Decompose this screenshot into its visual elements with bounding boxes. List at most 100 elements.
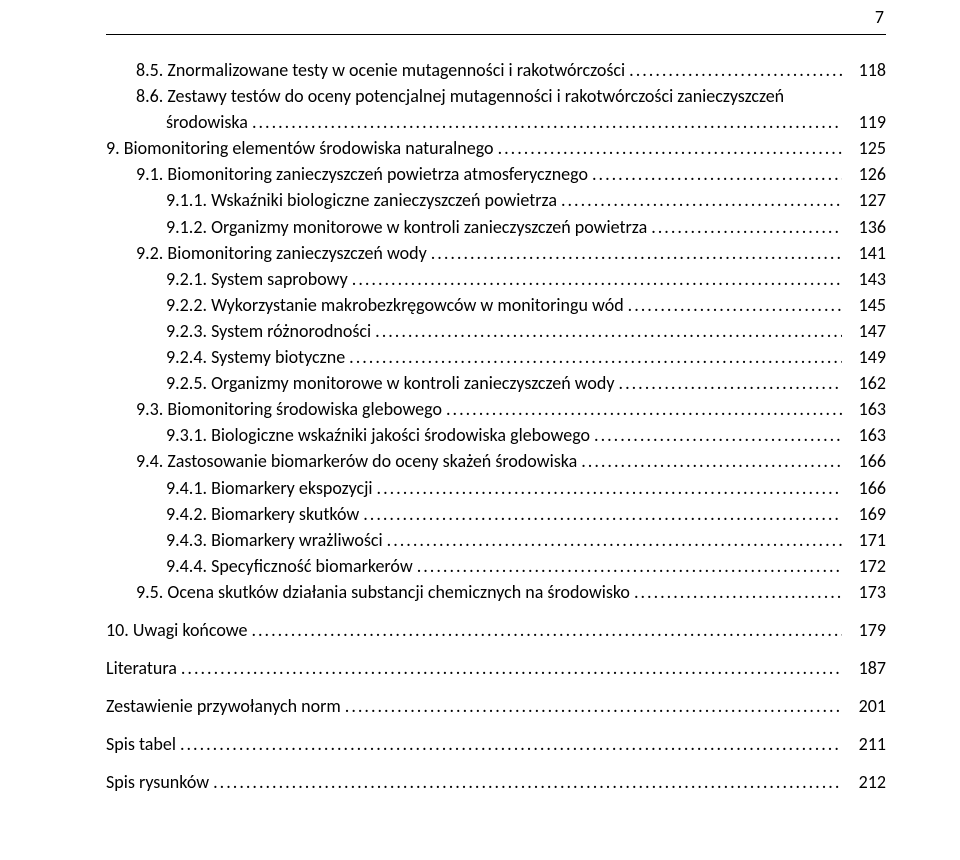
toc-entry-page: 163 — [846, 422, 886, 448]
document-page: 7 8.5. Znormalizowane testy w ocenie mut… — [0, 0, 960, 795]
section-gap — [106, 719, 886, 731]
toc-entry: 9.4.2. Biomarkery skutków 169 — [106, 501, 886, 527]
toc-entry-label: 9.4.4. Specyficzność biomarkerów — [106, 553, 413, 579]
leader-dots — [213, 769, 842, 795]
toc-entry-page: 127 — [846, 187, 886, 213]
toc-entry-page: 136 — [846, 214, 886, 240]
toc-entry-page: 187 — [846, 655, 886, 681]
leader-dots — [363, 501, 842, 527]
leader-dots — [180, 731, 842, 757]
leader-dots — [594, 422, 842, 448]
toc-entry-page: 171 — [846, 527, 886, 553]
toc-entry: 9.5. Ocena skutków działania substancji … — [106, 579, 886, 605]
toc-entry-label: 10. Uwagi końcowe — [106, 617, 247, 643]
toc-entry-page: 169 — [846, 501, 886, 527]
leader-dots — [628, 292, 842, 318]
section-gap — [106, 605, 886, 617]
toc-entry: 9.1.1. Wskaźniki biologiczne zanieczyszc… — [106, 187, 886, 213]
leader-dots — [417, 553, 842, 579]
toc-entry-page: 126 — [846, 161, 886, 187]
toc-entry-page: 125 — [846, 135, 886, 161]
toc-entry: 9.4.4. Specyficzność biomarkerów 172 — [106, 553, 886, 579]
leader-dots — [592, 161, 842, 187]
toc-entry: 9.3. Biomonitoring środowiska glebowego 1… — [106, 396, 886, 422]
header-rule — [106, 34, 886, 35]
toc-entry: 9.3.1. Biologiczne wskaźniki jakości śro… — [106, 422, 886, 448]
toc-entry-page: 149 — [846, 344, 886, 370]
page-number: 7 — [875, 6, 884, 28]
leader-dots — [431, 240, 842, 266]
toc-entry: 8.5. Znormalizowane testy w ocenie mutag… — [106, 57, 886, 83]
toc-entry: 9.2.5. Organizmy monitorowe w kontroli z… — [106, 370, 886, 396]
leader-dots — [629, 57, 842, 83]
toc-entry: 9.4.1. Biomarkery ekspozycji166 — [106, 475, 886, 501]
toc-entry-label: Spis rysunków — [106, 769, 209, 795]
toc-entry-page: 119 — [846, 109, 886, 135]
toc-entry: 9. Biomonitoring elementów środowiska na… — [106, 135, 886, 161]
toc-entry-page: 147 — [846, 318, 886, 344]
toc-entry: 9.2.1. System saprobowy143 — [106, 266, 886, 292]
section-gap — [106, 757, 886, 769]
toc-entry-page: 212 — [846, 769, 886, 795]
toc-entry: 9.2. Biomonitoring zanieczyszczeń wody 14… — [106, 240, 886, 266]
leader-dots — [251, 617, 842, 643]
section-gap — [106, 643, 886, 655]
toc-entry: 9.2.3. System różnorodności 147 — [106, 318, 886, 344]
toc-entry-page: 172 — [846, 553, 886, 579]
leader-dots — [345, 693, 842, 719]
leader-dots — [651, 214, 842, 240]
leader-dots — [352, 266, 842, 292]
leader-dots — [498, 135, 842, 161]
toc-entry-label: 9.4.2. Biomarkery skutków — [106, 501, 359, 527]
toc-entry-label: 9.4.3. Biomarkery wrażliwości — [106, 527, 383, 553]
toc-entry-label: 9.2.3. System różnorodności — [106, 318, 371, 344]
section-gap — [106, 681, 886, 693]
leader-dots — [349, 344, 842, 370]
toc-entry-label: 9.5. Ocena skutków działania substancji … — [106, 579, 630, 605]
toc-entry-label: 9.2.4. Systemy biotyczne — [106, 344, 345, 370]
toc-entry: 9.4.3. Biomarkery wrażliwości 171 — [106, 527, 886, 553]
toc-entry-page: 163 — [846, 396, 886, 422]
leader-dots — [581, 448, 842, 474]
toc-entry: Literatura 187 — [106, 655, 886, 681]
toc-entry-label: 9.4. Zastosowanie biomarkerów do oceny s… — [106, 448, 577, 474]
toc-entry-label: 9.3.1. Biologiczne wskaźniki jakości śro… — [106, 422, 590, 448]
toc-entry-page: 162 — [846, 370, 886, 396]
toc-entry-label: 8.5. Znormalizowane testy w ocenie mutag… — [106, 57, 625, 83]
toc-entry-page: 118 — [846, 57, 886, 83]
toc-entry: 9.2.4. Systemy biotyczne 149 — [106, 344, 886, 370]
toc-entry-label: Literatura — [106, 655, 177, 681]
leader-dots — [619, 370, 842, 396]
toc-entry: 9.1.2. Organizmy monitorowe w kontroli z… — [106, 214, 886, 240]
toc-entry-label: Zestawienie przywołanych norm — [106, 693, 341, 719]
toc-entry-label: 9.3. Biomonitoring środowiska glebowego — [106, 396, 442, 422]
toc-entry-label: 9.2.1. System saprobowy — [106, 266, 348, 292]
toc-entry-label: 9.2.5. Organizmy monitorowe w kontroli z… — [106, 370, 615, 396]
toc-entry-line2: środowiska119 — [106, 109, 886, 135]
toc-entry: 9.1. Biomonitoring zanieczyszczeń powiet… — [106, 161, 886, 187]
toc-entry-label: 9.1. Biomonitoring zanieczyszczeń powiet… — [106, 161, 588, 187]
toc-entry-page: 166 — [846, 448, 886, 474]
toc-entry-label: 9.1.1. Wskaźniki biologiczne zanieczyszc… — [106, 187, 557, 213]
toc-list: 8.5. Znormalizowane testy w ocenie mutag… — [106, 57, 886, 795]
leader-dots — [181, 655, 842, 681]
toc-entry-label: 9.2. Biomonitoring zanieczyszczeń wody — [106, 240, 427, 266]
toc-entry-label: Spis tabel — [106, 731, 176, 757]
leader-dots — [375, 318, 842, 344]
toc-entry-line1: 8.6. Zestawy testów do oceny potencjalne… — [106, 83, 886, 109]
leader-dots — [387, 527, 842, 553]
leader-dots — [377, 475, 842, 501]
toc-entry-page: 211 — [846, 731, 886, 757]
toc-entry: 9.2.2. Wykorzystanie makrobezkręgowców w… — [106, 292, 886, 318]
toc-entry-page: 145 — [846, 292, 886, 318]
toc-entry-page: 179 — [846, 617, 886, 643]
toc-entry-label: 9. Biomonitoring elementów środowiska na… — [106, 135, 494, 161]
leader-dots — [446, 396, 842, 422]
toc-entry-label: 9.4.1. Biomarkery ekspozycji — [106, 475, 373, 501]
toc-entry: 10. Uwagi końcowe 179 — [106, 617, 886, 643]
toc-entry-page: 173 — [846, 579, 886, 605]
leader-dots — [252, 109, 842, 135]
leader-dots — [634, 579, 842, 605]
toc-entry-page: 141 — [846, 240, 886, 266]
toc-entry: Zestawienie przywołanych norm201 — [106, 693, 886, 719]
